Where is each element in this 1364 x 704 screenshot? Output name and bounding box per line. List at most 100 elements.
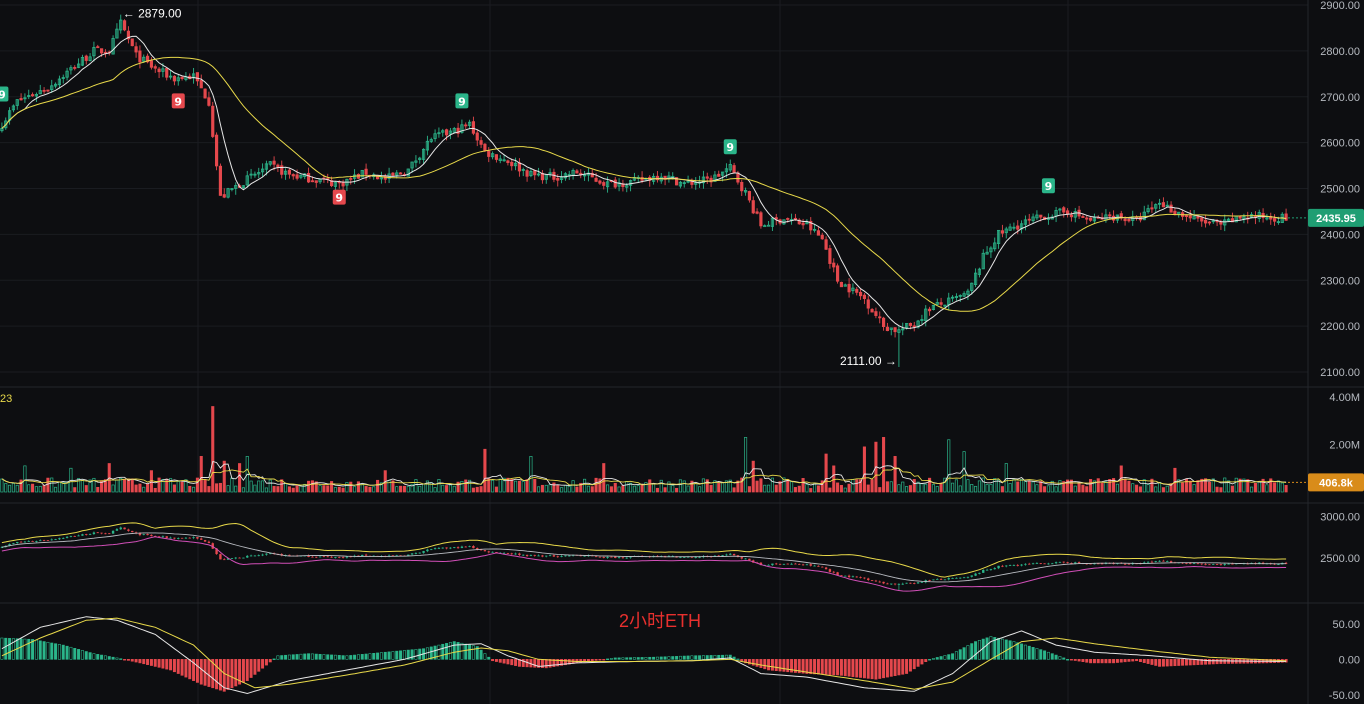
macd-histogram-bar	[195, 659, 199, 683]
volume-bar	[199, 456, 203, 493]
volume-bar	[111, 484, 115, 493]
volume-bar	[234, 485, 238, 493]
macd-histogram-bar	[456, 642, 460, 660]
macd-histogram-bar	[192, 659, 196, 681]
volume-bar	[1181, 482, 1185, 493]
volume-bar	[954, 479, 958, 493]
macd-histogram-bar	[820, 659, 824, 675]
td-marker-label: 9	[458, 95, 466, 108]
macd-histogram-bar	[671, 656, 675, 660]
volume-bar	[448, 484, 452, 493]
volume-bar	[908, 485, 912, 493]
macd-histogram-bar	[126, 659, 130, 661]
candle-body	[548, 172, 552, 175]
candle-body	[901, 328, 905, 331]
band-candle-body	[127, 529, 130, 531]
volume-bar	[146, 483, 150, 493]
macd-histogram-bar	[1000, 638, 1004, 660]
band-candle-body	[1070, 563, 1073, 564]
band-candle-body	[410, 553, 414, 555]
candle-body	[812, 228, 817, 231]
candle-body	[843, 284, 847, 287]
volume-bar	[471, 487, 475, 493]
candle-body	[280, 165, 284, 175]
macd-histogram-bar	[146, 659, 150, 665]
candle-body	[717, 173, 721, 177]
macd-histogram-bar	[793, 659, 797, 673]
candle-body	[172, 75, 177, 82]
candle-body	[1035, 214, 1039, 219]
volume-bar	[326, 485, 330, 493]
volume-bar	[747, 486, 751, 493]
volume-panel[interactable]: 23	[0, 393, 1288, 493]
volume-bar	[42, 485, 46, 493]
volume-bar	[192, 486, 196, 493]
macd-histogram-bar	[954, 651, 958, 660]
volume-bar	[1046, 485, 1050, 493]
band-candle-body	[1043, 563, 1046, 565]
band-candle-body	[522, 554, 525, 556]
candle-body	[490, 153, 495, 158]
volume-bar	[1188, 480, 1192, 493]
band-candle-body	[955, 577, 958, 579]
td-marker-label: 9	[726, 141, 734, 154]
band-candle-body	[1085, 563, 1088, 565]
svg-text:2435.95: 2435.95	[1316, 213, 1356, 225]
candle-body	[751, 200, 755, 214]
candle-body	[444, 129, 449, 136]
candle-body	[161, 68, 165, 72]
volume-bar	[517, 480, 521, 493]
volume-bar	[460, 481, 464, 493]
macd-histogram-bar	[138, 659, 142, 664]
macd-panel[interactable]: 2小时ETH	[0, 611, 1288, 695]
volume-bar	[1115, 483, 1119, 493]
volume-bar	[970, 484, 974, 493]
macd-histogram-bar	[502, 659, 506, 664]
band-candle-body	[433, 548, 437, 550]
candle-body	[42, 89, 46, 92]
volume-bar	[349, 481, 353, 493]
band-candle-body	[399, 555, 402, 557]
macd-histogram-bar	[870, 659, 874, 680]
macd-histogram-bar	[57, 644, 61, 660]
volume-bar	[793, 487, 797, 493]
td-marker-up: 9	[1041, 178, 1055, 194]
band-candle-body	[100, 532, 103, 534]
volume-bar	[241, 487, 245, 493]
band-candle-body	[207, 541, 211, 544]
volume-bar	[617, 486, 621, 493]
volume-bar	[84, 485, 88, 493]
macd-histogram-bar	[1161, 659, 1165, 667]
volume-bar	[1050, 480, 1054, 493]
band-candle-body	[560, 556, 563, 557]
macd-histogram-bar	[303, 653, 307, 660]
volume-bar	[862, 446, 866, 493]
macd-histogram-bar	[464, 643, 468, 660]
band-candle-body	[552, 555, 556, 557]
band-candle-body	[548, 555, 552, 557]
candle-body	[1165, 204, 1169, 207]
candle-body	[743, 190, 748, 193]
band-panel[interactable]	[0, 522, 1288, 592]
band-candle-body	[518, 553, 521, 555]
candle-body	[924, 308, 928, 322]
volume-bar	[1142, 479, 1146, 493]
volume-bar	[648, 479, 652, 493]
volume-bar	[533, 478, 537, 493]
macd-histogram-bar	[514, 659, 518, 666]
volume-bar	[889, 481, 893, 493]
volume-bar	[1100, 482, 1104, 493]
band-candle-body	[1123, 563, 1127, 565]
macd-dea-line	[1, 617, 1287, 690]
macd-histogram-bar	[874, 659, 878, 680]
macd-histogram-bar	[606, 658, 610, 661]
candle-body	[241, 185, 246, 189]
volume-bar	[437, 479, 441, 493]
candle-body	[134, 46, 138, 53]
price-panel[interactable]: 9 9 9 9 9 9 ← 2879.00 2111.00 →	[0, 7, 1288, 368]
band-candle-body	[414, 553, 418, 554]
volume-bar	[966, 479, 970, 493]
volume-bar	[537, 486, 541, 493]
band-candle-body	[341, 557, 345, 558]
